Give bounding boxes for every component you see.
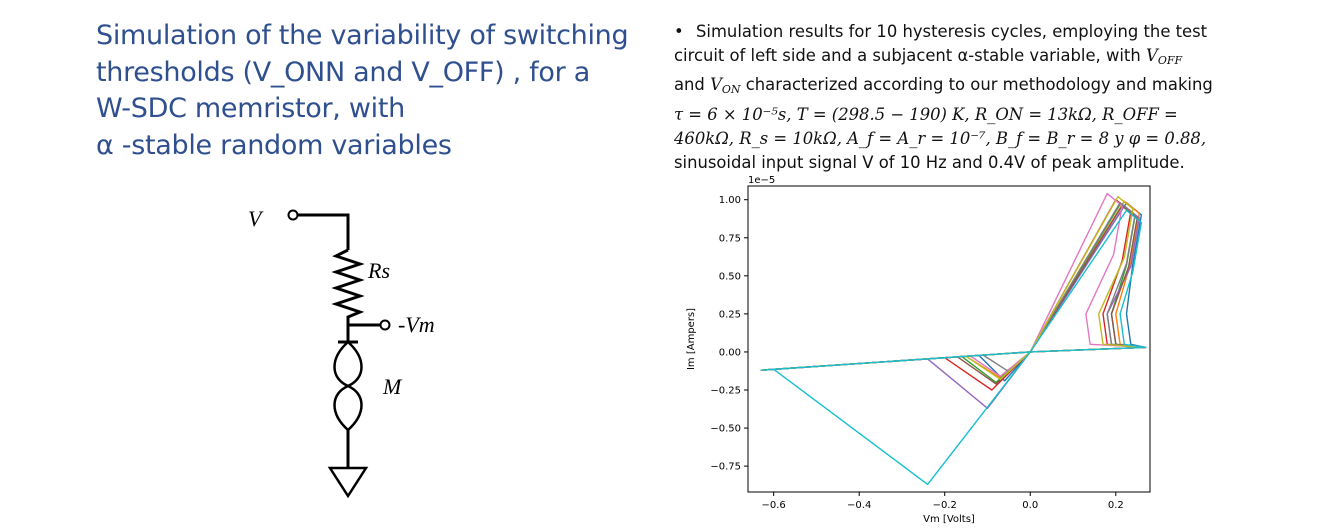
y-offset-label: 1e−5	[748, 175, 775, 186]
var-v-off: V	[1145, 46, 1158, 66]
y-tick-label: −0.25	[710, 386, 741, 397]
bullet-line-3-pre: and	[674, 75, 705, 95]
plot-frame	[747, 185, 1151, 493]
bullet-text: • Simulation results for 10 hysteresis cy…	[674, 20, 1274, 175]
chart-ticks-group: −0.6 −0.4 −0.2 0.0 0.2 1.00 0.75 0.50 0.25 0.00 −0…	[710, 195, 1123, 511]
circuit-label-rs: Rs	[367, 258, 390, 283]
hysteresis-cycle-9	[760, 196, 1147, 380]
x-tick-label: −0.4	[847, 500, 871, 511]
bullet-line-1: Simulation results for 10 hysteresis cyc…	[696, 22, 1208, 41]
bullet-line-6: sinusoidal input signal V of 10 Hz and 0…	[674, 153, 1185, 173]
title-line-1: Simulation of the variability of switchi…	[96, 20, 629, 51]
title-line-2: thresholds (V_ONN and V_OFF) , for a	[96, 56, 590, 88]
y-tick-label: −0.50	[710, 424, 741, 435]
slide-title: Simulation of the variability of switchi…	[96, 18, 656, 164]
x-tick-label: 0.0	[1022, 500, 1038, 511]
title-line-3: W-SDC memristor, with	[96, 93, 405, 124]
y-tick-label: 0.75	[719, 233, 741, 244]
bullet-line-4: τ = 6 × 10⁻⁵s, T = (298.5 − 190) K, R_ON…	[674, 104, 1178, 124]
bullet-line-2: circuit of left side and a subjacent α-s…	[674, 46, 1141, 66]
hysteresis-cycle-1	[760, 202, 1147, 382]
hysteresis-cycle-10	[760, 209, 1147, 486]
hysteresis-cycle-5	[760, 205, 1147, 409]
resistor-rs-icon	[331, 248, 365, 325]
circuit-label-vm: -Vm	[398, 312, 435, 337]
hysteresis-cycle-8	[760, 202, 1147, 373]
bullet-line-3-post: characterized according to our methodolo…	[745, 75, 1213, 95]
y-axis-label: Im [Ampers]	[686, 308, 697, 370]
circuit-label-v: V	[248, 206, 264, 231]
hysteresis-cycle-3	[760, 203, 1147, 384]
hysteresis-chart: −0.6 −0.4 −0.2 0.0 0.2 1.00 0.75 0.50 0.25 0.00 −0…	[686, 175, 1151, 525]
y-tick-label: 0.25	[719, 309, 741, 320]
input-terminal-icon	[287, 209, 299, 221]
sub-off: OFF	[1157, 54, 1183, 68]
circuit-label-m: M	[382, 374, 403, 399]
wire-memristor-top	[338, 325, 358, 344]
hysteresis-cycle-4	[760, 199, 1147, 391]
x-axis-label: Vm [Volts]	[923, 514, 975, 525]
ground-icon	[327, 466, 369, 499]
hysteresis-cycle-7	[760, 192, 1147, 377]
bullet-line-5: 460kΩ, R_s = 10kΩ, A_f = A_r = 10⁻⁷, B_f…	[674, 128, 1207, 148]
bullet-dot-icon: •	[674, 22, 684, 41]
y-tick-label: 0.00	[719, 347, 741, 358]
y-tick-label: 0.50	[719, 271, 741, 282]
wire-input	[297, 213, 350, 250]
y-tick-label: 1.00	[719, 195, 741, 206]
test-circuit-diagram: V Rs -Vm M	[248, 206, 435, 499]
chart-series-group	[760, 192, 1147, 486]
hysteresis-cycle-2	[760, 200, 1147, 379]
x-tick-label: 0.2	[1108, 500, 1124, 511]
x-tick-label: −0.6	[762, 500, 786, 511]
vm-terminal-icon	[379, 319, 391, 331]
memristor-m-icon	[333, 340, 363, 432]
sub-on: ON	[721, 83, 741, 97]
y-tick-label: −0.75	[710, 462, 741, 473]
title-line-4: α -stable random variables	[96, 129, 452, 161]
x-tick-label: −0.2	[933, 500, 957, 511]
var-v-on: V	[710, 75, 722, 95]
